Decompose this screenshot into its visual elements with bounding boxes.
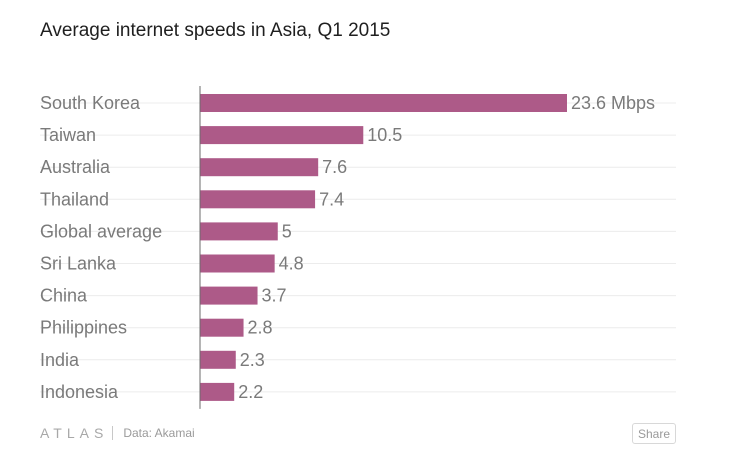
- value-label: 5: [282, 221, 292, 241]
- category-label: Philippines: [40, 318, 127, 338]
- category-label: India: [40, 350, 80, 370]
- chart-title: Average internet speeds in Asia, Q1 2015: [40, 20, 391, 41]
- category-label: Australia: [40, 157, 111, 177]
- bar[interactable]: [200, 382, 235, 401]
- value-label: 2.2: [238, 382, 263, 402]
- footer: ATLAS Data: Akamai: [40, 425, 195, 441]
- share-button[interactable]: Share: [632, 423, 676, 444]
- value-labels: 23.6 Mbps 10.5 7.6 7.4 5 4.8 3.7 2.8 2.3 2.2: [238, 93, 655, 402]
- value-label: 4.8: [279, 254, 304, 274]
- data-source: Data: Akamai: [123, 426, 195, 440]
- value-label: 2.8: [248, 318, 273, 338]
- bar[interactable]: [200, 126, 364, 145]
- bars: [200, 94, 567, 401]
- category-label: Sri Lanka: [40, 254, 117, 274]
- bar[interactable]: [200, 350, 236, 369]
- atlas-logo[interactable]: ATLAS: [40, 425, 109, 441]
- value-label: 10.5: [367, 125, 402, 145]
- value-label: 7.6: [322, 157, 347, 177]
- footer-divider: [112, 426, 114, 440]
- value-label: 7.4: [319, 189, 344, 209]
- bar[interactable]: [200, 158, 319, 177]
- category-label: China: [40, 286, 88, 306]
- bar[interactable]: [200, 318, 244, 337]
- value-label: 3.7: [262, 286, 287, 306]
- value-label: 2.3: [240, 350, 265, 370]
- bar[interactable]: [200, 94, 567, 112]
- bar[interactable]: [200, 254, 275, 273]
- grid-lines: [40, 102, 676, 393]
- value-label: 23.6 Mbps: [571, 93, 655, 113]
- category-labels: South Korea Taiwan Australia Thailand Global…: [40, 93, 162, 402]
- category-label: Thailand: [40, 189, 109, 209]
- category-label: Taiwan: [40, 125, 96, 145]
- category-label: Global average: [40, 221, 162, 241]
- category-label: South Korea: [40, 93, 141, 113]
- bar[interactable]: [200, 222, 278, 241]
- bar-chart: South Korea Taiwan Australia Thailand Global…: [40, 86, 676, 409]
- bar[interactable]: [200, 286, 258, 305]
- category-label: Indonesia: [40, 382, 119, 402]
- bar[interactable]: [200, 190, 316, 209]
